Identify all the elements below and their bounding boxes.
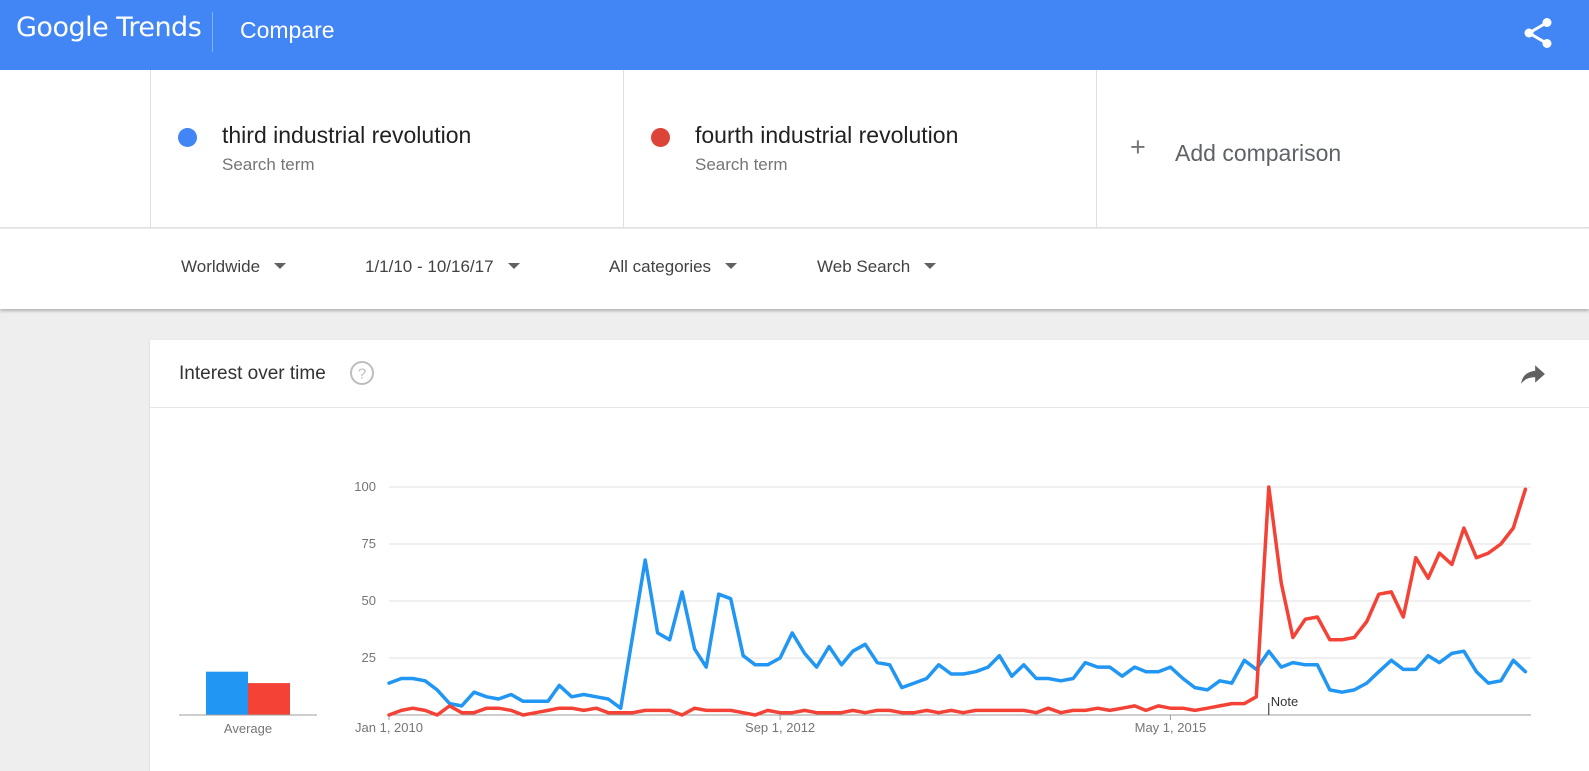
chevron-down-icon xyxy=(507,262,520,269)
category-value: All categories xyxy=(609,257,712,276)
chevron-down-icon xyxy=(725,262,738,269)
search-terms-bar: third industrial revolution Search term … xyxy=(0,70,1589,228)
x-tick-label: May 1, 2015 xyxy=(1135,720,1207,735)
term-1-subtitle: Search term xyxy=(222,155,315,174)
page-title: Compare xyxy=(240,17,335,43)
add-comparison-button[interactable]: + Add comparison xyxy=(1096,70,1589,228)
search-term-2[interactable]: fourth industrial revolution Search term xyxy=(623,70,1096,228)
term-2-color-dot xyxy=(651,128,670,147)
term-1-name: third industrial revolution xyxy=(222,122,472,148)
chevron-down-icon xyxy=(274,262,287,269)
y-tick-label: 75 xyxy=(362,536,376,551)
plus-icon: + xyxy=(1130,132,1146,162)
chevron-down-icon xyxy=(924,262,937,269)
search-term-1[interactable]: third industrial revolution Search term xyxy=(150,70,623,228)
x-tick-label: Jan 1, 2010 xyxy=(355,720,423,735)
google-trends-logo[interactable]: Google Trends xyxy=(16,12,202,43)
app-bar-divider xyxy=(212,12,213,52)
x-tick-label: Sep 1, 2012 xyxy=(745,720,815,735)
series-line-third-industrial-revolution xyxy=(387,558,1528,710)
search-type-dropdown[interactable]: Web Search xyxy=(817,257,937,277)
y-tick-label: 100 xyxy=(354,479,376,494)
region-value: Worldwide xyxy=(181,257,261,276)
filters-bar: Worldwide 1/1/10 - 10/16/17 All categori… xyxy=(0,229,1589,309)
svg-text:?: ? xyxy=(358,366,366,383)
annotation-label: Note xyxy=(1271,694,1298,709)
share-icon[interactable] xyxy=(1520,15,1556,51)
app-bar: Google Trends Compare xyxy=(0,0,1589,70)
search-type-value: Web Search xyxy=(817,257,911,276)
term-2-subtitle: Search term xyxy=(695,155,788,174)
average-bar xyxy=(248,683,290,715)
series-line-fourth-industrial-revolution xyxy=(387,485,1528,717)
interest-over-time-card: Interest over time ? 100 75 50 25 Jan 1, 201… xyxy=(150,340,1589,771)
category-dropdown[interactable]: All categories xyxy=(609,257,738,277)
term-2-name: fourth industrial revolution xyxy=(695,122,959,148)
card-header: Interest over time ? xyxy=(150,340,1589,408)
share-arrow-icon[interactable] xyxy=(1520,362,1546,386)
interest-chart: 100 75 50 25 Jan 1, 2010 Sep 1, 2012 May 1, 20… xyxy=(179,479,1531,736)
add-comparison-label: Add comparison xyxy=(1175,140,1342,166)
help-circle-icon[interactable]: ? xyxy=(349,360,375,386)
date-range-dropdown[interactable]: 1/1/10 - 10/16/17 xyxy=(365,257,520,277)
card-title: Interest over time xyxy=(179,363,326,384)
date-range-value: 1/1/10 - 10/16/17 xyxy=(365,257,494,276)
average-label: Average xyxy=(224,721,272,736)
y-tick-label: 25 xyxy=(362,650,376,665)
average-bar xyxy=(206,671,248,715)
region-dropdown[interactable]: Worldwide xyxy=(181,257,287,277)
y-tick-label: 50 xyxy=(362,593,376,608)
term-1-color-dot xyxy=(178,128,197,147)
